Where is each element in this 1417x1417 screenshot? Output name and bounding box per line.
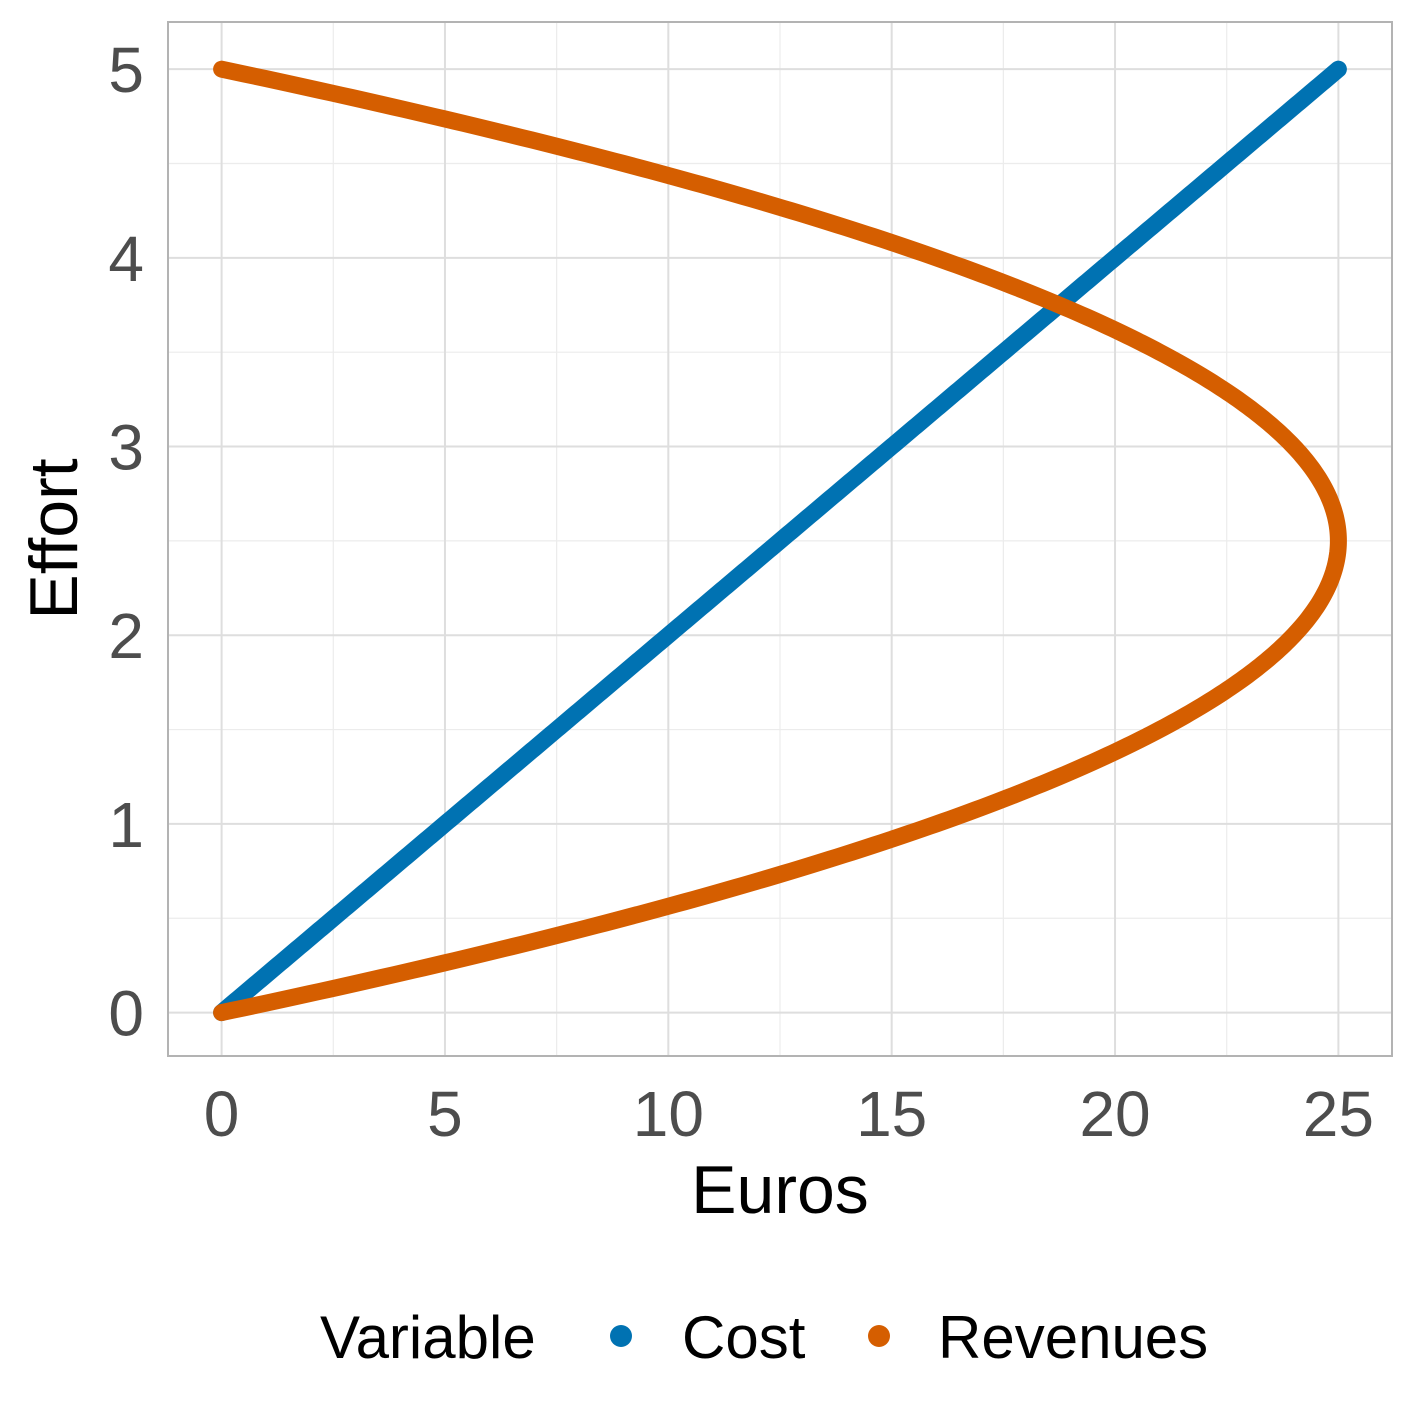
- y-axis-title: Effort: [16, 458, 92, 619]
- y-tick-labels: 0 1 2 3 4 5: [108, 34, 144, 1049]
- y-tick-label-2: 2: [108, 600, 144, 672]
- legend: Variable Cost Revenues: [320, 1304, 1208, 1371]
- legend-label-revenues: Revenues: [938, 1304, 1208, 1371]
- series-cost-line: [213, 60, 1347, 1022]
- y-tick-label-4: 4: [108, 223, 144, 295]
- x-tick-label-5: 25: [1303, 1078, 1374, 1150]
- legend-title: Variable: [320, 1304, 536, 1371]
- x-tick-label-2: 10: [633, 1078, 704, 1150]
- x-tick-label-3: 15: [856, 1078, 927, 1150]
- y-tick-label-1: 1: [108, 789, 144, 861]
- grid-major: [168, 22, 1392, 1056]
- y-tick-label-5: 5: [108, 34, 144, 106]
- y-tick-label-3: 3: [108, 412, 144, 484]
- series-revenues-line: [213, 60, 1347, 1022]
- x-tick-label-1: 5: [427, 1078, 463, 1150]
- x-tick-label-4: 20: [1079, 1078, 1150, 1150]
- legend-label-cost: Cost: [682, 1304, 806, 1371]
- series-layer: [213, 60, 1347, 1022]
- panel-border: [167, 21, 1393, 1057]
- legend-key-cost: [610, 1325, 632, 1347]
- legend-key-revenues: [868, 1325, 890, 1347]
- x-axis-title: Euros: [691, 1152, 869, 1228]
- x-tick-label-0: 0: [204, 1078, 240, 1150]
- y-tick-label-0: 0: [108, 978, 144, 1050]
- x-tick-labels: 0 5 10 15 20 25: [204, 1078, 1374, 1150]
- grid-minor: [168, 22, 1392, 1056]
